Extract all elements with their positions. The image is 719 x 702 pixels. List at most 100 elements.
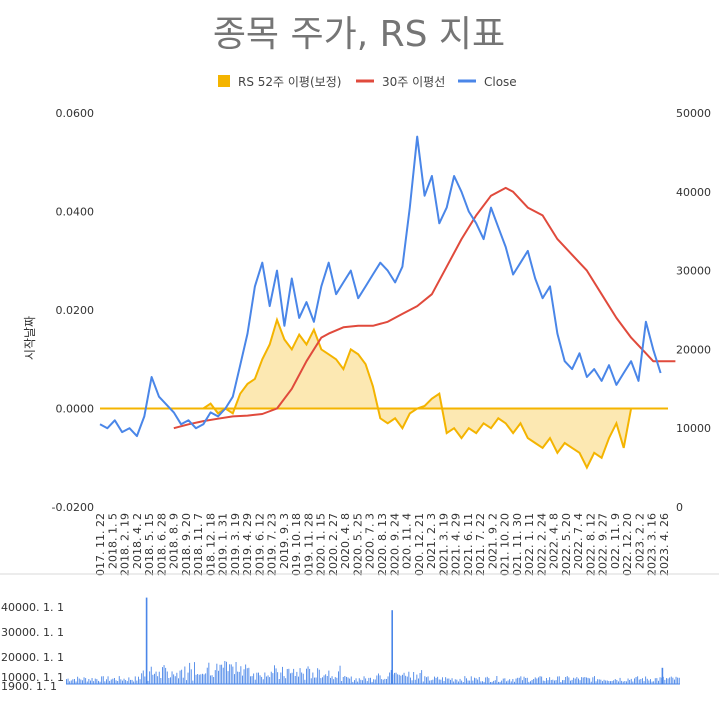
nav-bar xyxy=(156,672,157,684)
nav-bar xyxy=(172,671,173,684)
nav-bar xyxy=(493,681,494,684)
nav-bar xyxy=(85,678,86,684)
nav-bar xyxy=(298,677,299,684)
nav-bar xyxy=(178,678,179,684)
nav-bar xyxy=(578,679,579,684)
nav-bar xyxy=(640,679,641,684)
nav-bar xyxy=(516,679,517,684)
nav-bar xyxy=(335,677,336,684)
x-tick-label: 2019. 3. 19 xyxy=(229,513,242,576)
nav-bar xyxy=(98,681,99,684)
nav-bar xyxy=(319,670,320,684)
nav-bar xyxy=(503,679,504,684)
nav-bar xyxy=(388,676,389,684)
series-rs-group xyxy=(100,320,631,468)
nav-bar xyxy=(533,679,534,684)
nav-bar xyxy=(655,678,656,684)
nav-bar xyxy=(317,668,318,684)
x-tick-label: 2022. 9. 27 xyxy=(597,513,610,576)
nav-bar xyxy=(112,679,113,684)
nav-bar xyxy=(173,674,174,684)
y-right-tick-label: 30000 xyxy=(676,265,711,278)
nav-bar xyxy=(365,678,366,684)
nav-bar xyxy=(324,675,325,684)
nav-bar xyxy=(648,681,649,685)
nav-bar xyxy=(192,681,193,684)
nav-bar xyxy=(154,674,155,684)
nav-bar xyxy=(328,671,329,684)
x-tick-label: 017. 11. 22 xyxy=(94,513,107,576)
y-right-tick-label: 20000 xyxy=(676,343,711,356)
nav-bar xyxy=(277,672,278,684)
nav-bar xyxy=(415,680,416,684)
nav-bar xyxy=(647,679,648,684)
nav-bars-group xyxy=(66,598,680,685)
x-tick-label: 2021. 3. 19 xyxy=(437,513,450,576)
nav-bar xyxy=(180,671,181,684)
nav-bar xyxy=(375,680,376,685)
nav-bar xyxy=(199,675,200,684)
nav-bar xyxy=(556,680,557,684)
nav-bar xyxy=(340,666,341,684)
nav-bar xyxy=(597,679,598,684)
nav-bar xyxy=(380,675,381,684)
nav-bar xyxy=(314,678,315,684)
nav-bar xyxy=(436,678,437,684)
y-axis-label: 시작날짜 xyxy=(23,316,37,360)
nav-bar xyxy=(413,672,414,684)
nav-bar xyxy=(424,676,425,684)
nav-bar xyxy=(114,678,115,684)
nav-bar xyxy=(300,668,301,684)
x-tick-label: 2021. 6. 11 xyxy=(462,513,475,576)
x-tick-label: 2018. 2. 19 xyxy=(119,513,132,576)
nav-bar xyxy=(402,675,403,684)
nav-bar xyxy=(552,680,553,684)
nav-bar xyxy=(541,677,542,684)
nav-bar xyxy=(404,673,405,684)
x-tick-label: 019. 10. 18 xyxy=(290,513,303,576)
nav-bar xyxy=(594,676,595,684)
nav-bar xyxy=(464,676,465,684)
nav-bar xyxy=(295,676,296,684)
nav-bar xyxy=(162,667,163,684)
x-tick-label: 2019. 6. 12 xyxy=(253,513,266,576)
nav-bar xyxy=(362,680,363,684)
nav-bar xyxy=(527,678,528,684)
nav-bar xyxy=(476,678,477,684)
nav-bar xyxy=(596,681,597,684)
x-tick-label: 2020. 1. 15 xyxy=(315,513,328,576)
nav-bar xyxy=(144,677,145,685)
nav-bar xyxy=(576,677,577,684)
nav-bar xyxy=(125,680,126,684)
nav-bar xyxy=(208,663,209,684)
nav-bar xyxy=(226,662,227,684)
nav-bar xyxy=(82,680,83,684)
nav-bar xyxy=(247,668,248,684)
nav-bar xyxy=(229,664,230,684)
nav-bar xyxy=(232,667,233,684)
nav-bar xyxy=(384,679,385,684)
nav-bar xyxy=(176,673,177,684)
nav-bar xyxy=(143,671,144,685)
nav-bar xyxy=(224,661,225,684)
nav-bar xyxy=(248,668,249,684)
nav-bar xyxy=(581,677,582,684)
nav-bar xyxy=(269,677,270,684)
x-tick-label: 020. 12. 21 xyxy=(413,513,426,576)
nav-spike xyxy=(146,598,148,684)
nav-bar xyxy=(484,682,485,684)
nav-bar xyxy=(77,677,78,684)
nav-bar xyxy=(287,669,288,684)
nav-bar xyxy=(664,680,665,684)
nav-bar xyxy=(671,677,672,684)
nav-bar xyxy=(127,681,128,684)
nav-bar xyxy=(560,682,561,684)
x-tick-label: 2019. 4. 29 xyxy=(241,513,254,576)
nav-bar xyxy=(551,680,552,684)
nav-bar xyxy=(204,674,205,684)
nav-bar xyxy=(599,679,600,684)
nav-bar xyxy=(354,680,355,684)
x-tick-label: 2018. 5. 15 xyxy=(143,513,156,576)
nav-bar xyxy=(639,680,640,684)
x-tick-label: 2019. 7. 23 xyxy=(266,513,279,576)
